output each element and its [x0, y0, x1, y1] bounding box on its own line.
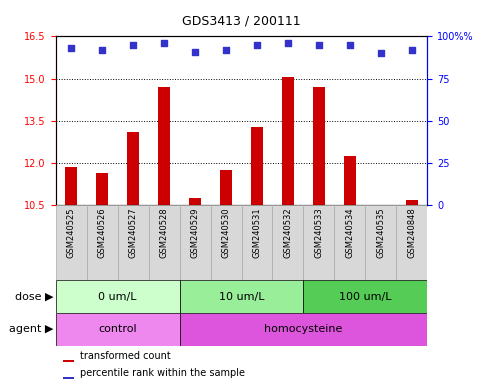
Bar [96, 173, 108, 205]
Text: agent ▶: agent ▶ [9, 324, 53, 334]
Point [253, 42, 261, 48]
Bar [344, 156, 356, 205]
Bar [180, 205, 211, 280]
Bar [397, 205, 427, 280]
Text: percentile rank within the sample: percentile rank within the sample [80, 368, 245, 378]
Bar [251, 127, 263, 205]
Text: dose ▶: dose ▶ [14, 291, 53, 302]
Bar [63, 377, 74, 379]
Bar [180, 280, 303, 313]
Bar [303, 205, 334, 280]
Bar [189, 199, 201, 205]
Text: GSM240532: GSM240532 [284, 208, 293, 258]
Bar [366, 205, 397, 280]
Bar [272, 205, 303, 280]
Bar [282, 77, 294, 205]
Bar [56, 205, 86, 280]
Text: GSM240533: GSM240533 [314, 208, 324, 258]
Point [315, 42, 323, 48]
Point [284, 40, 292, 46]
Bar [127, 132, 139, 205]
Text: GSM240527: GSM240527 [128, 208, 138, 258]
Text: GDS3413 / 200111: GDS3413 / 200111 [182, 15, 301, 28]
Text: GSM240530: GSM240530 [222, 208, 230, 258]
Bar [65, 167, 77, 205]
Text: GSM240848: GSM240848 [408, 208, 416, 258]
Bar [56, 313, 180, 346]
Text: control: control [98, 324, 137, 334]
Text: GSM240531: GSM240531 [253, 208, 261, 258]
Bar [56, 280, 180, 313]
Point [377, 50, 385, 56]
Text: GSM240529: GSM240529 [190, 208, 199, 258]
Bar [211, 205, 242, 280]
Bar [334, 205, 366, 280]
Point [129, 42, 137, 48]
Bar [406, 200, 418, 205]
Point [191, 49, 199, 55]
Text: homocysteine: homocysteine [264, 324, 342, 334]
Text: GSM240526: GSM240526 [98, 208, 107, 258]
Text: GSM240528: GSM240528 [159, 208, 169, 258]
Bar [220, 170, 232, 205]
Point [408, 47, 416, 53]
Bar [63, 360, 74, 362]
Text: GSM240525: GSM240525 [67, 208, 75, 258]
Bar [242, 205, 272, 280]
Bar [117, 205, 149, 280]
Point [222, 47, 230, 53]
Bar [313, 87, 325, 205]
Text: GSM240534: GSM240534 [345, 208, 355, 258]
Bar [303, 280, 427, 313]
Text: 0 um/L: 0 um/L [98, 291, 137, 302]
Text: transformed count: transformed count [80, 351, 170, 361]
Bar [158, 87, 170, 205]
Text: 100 um/L: 100 um/L [339, 291, 392, 302]
Text: 10 um/L: 10 um/L [219, 291, 264, 302]
Point [346, 42, 354, 48]
Point [67, 45, 75, 51]
Text: GSM240535: GSM240535 [376, 208, 385, 258]
Point [98, 47, 106, 53]
Point [160, 40, 168, 46]
Bar [180, 313, 427, 346]
Bar [149, 205, 180, 280]
Bar [86, 205, 117, 280]
